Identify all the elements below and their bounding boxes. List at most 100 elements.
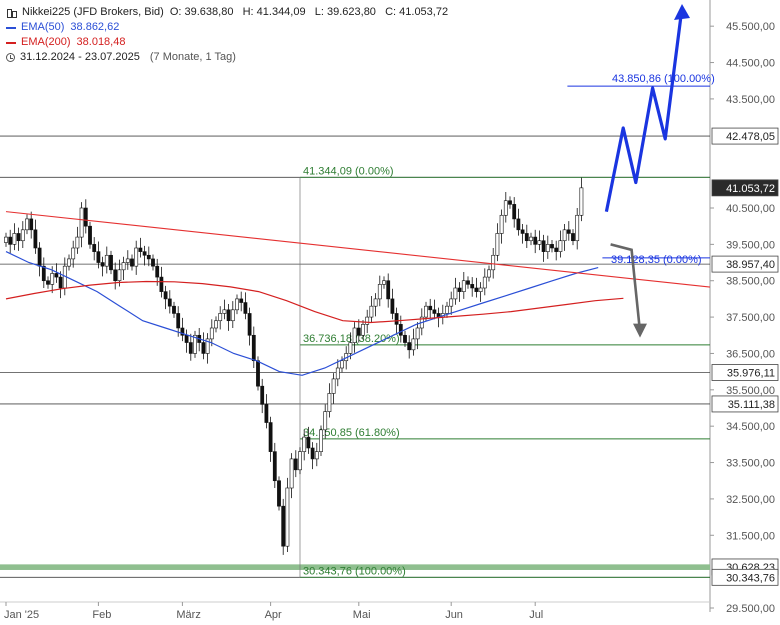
candle-body (466, 280, 470, 285)
candle-body (445, 305, 449, 314)
candle-body (113, 269, 118, 282)
candle-body (222, 309, 227, 314)
fib-label: 41.344,09 (0.00%) (303, 165, 394, 177)
y-tick-label: 43.500,00 (726, 94, 775, 106)
candle-body (461, 280, 466, 292)
candle-body (4, 236, 8, 243)
x-axis: Jan '25 Feb März Apr Mai Jun Jul (4, 602, 543, 621)
candlestick-icon (6, 8, 18, 18)
candle-body (566, 229, 571, 234)
candle-body (331, 378, 336, 394)
y-tick-label: 37.500,00 (726, 312, 775, 324)
projection-up-arrowhead (674, 4, 690, 20)
y-tick-label: 36.500,00 (726, 348, 775, 360)
price-label-box (711, 127, 779, 145)
x-tick-label: Apr (265, 609, 282, 621)
candle-body (142, 251, 147, 256)
candle-body (226, 309, 231, 322)
candle-body (314, 451, 319, 460)
candle-body (37, 247, 42, 267)
candle-body (537, 240, 542, 245)
candle-body (541, 240, 546, 252)
x-tick-label: März (176, 609, 200, 621)
candle-body (201, 342, 206, 354)
ema50-value: 38.862,62 (70, 21, 120, 33)
price-label: 35.976,11 (727, 368, 775, 380)
candle-body (50, 273, 55, 285)
date-range-detail: (7 Monate, 1 Tag) (149, 51, 236, 63)
candle-body (256, 360, 260, 387)
y-tick-label: 34.500,00 (726, 421, 775, 433)
candle-body (327, 393, 332, 412)
candle-body (289, 458, 294, 489)
candle-body (579, 187, 584, 216)
legend-ema200-row: EMA(200) 38.018,48 (6, 35, 448, 50)
candle-body (411, 338, 416, 351)
candle-body (46, 280, 50, 285)
candle-body (571, 233, 575, 242)
price-label-box (711, 568, 779, 586)
ema50-swatch (6, 26, 16, 29)
candle-body (562, 229, 567, 242)
price-label-box (711, 364, 779, 381)
candle-body (193, 334, 197, 354)
ohlc-values: O: 39.638,80 H: 41.344,09 L: 39.623,80 C… (169, 6, 449, 18)
candle-body (369, 305, 374, 318)
candle-body (529, 236, 533, 242)
ema200-swatch (6, 41, 16, 44)
candle-body (508, 200, 512, 205)
candle-body (306, 436, 311, 449)
price-label: 38.957,40 (726, 259, 775, 271)
projection-label: 39.128,35 (0.00%) (611, 254, 702, 266)
candle-body (424, 305, 428, 318)
candle-body (281, 505, 286, 547)
candle-body (554, 247, 559, 252)
candle-body (75, 236, 80, 249)
candle-body (16, 233, 21, 242)
y-tick-label: 35.500,00 (726, 385, 775, 397)
candle-body (29, 218, 34, 231)
candle-body (340, 360, 344, 369)
candle-body (247, 313, 252, 336)
candle-body (239, 298, 244, 303)
candle-body (12, 233, 17, 245)
projection-up-path (604, 7, 684, 212)
candle-body (524, 233, 529, 242)
date-range: 31.12.2024 - 23.07.2025 (20, 51, 140, 63)
candle-body (482, 276, 487, 289)
candle-body (155, 265, 160, 278)
x-tick-label: Jan '25 (4, 609, 39, 621)
y-tick-label: 39.500,00 (726, 239, 775, 251)
candle-body (125, 258, 130, 263)
candle-body (432, 309, 437, 314)
candle-body (209, 327, 214, 340)
candle-body (499, 214, 504, 234)
candle-body (495, 233, 500, 256)
candle-body (550, 244, 554, 249)
candle-body (365, 316, 370, 325)
candle-body (386, 280, 391, 300)
legend-symbol-row: Nikkei225 (JFD Brokers, Bid) O: 39.638,8… (6, 5, 448, 20)
candle-body (361, 324, 365, 336)
candle-body (356, 327, 361, 336)
candle-body (373, 298, 378, 307)
candle-body (54, 273, 59, 278)
candle-body (390, 298, 395, 314)
x-tick-label: Mai (353, 609, 371, 621)
projection-label: 43.850,86 (100.00%) (612, 73, 715, 85)
candle-body (403, 334, 407, 343)
candle-body (230, 309, 235, 322)
candle-body (20, 229, 25, 242)
candle-body (205, 338, 210, 354)
y-tick-label: 33.500,00 (726, 458, 775, 470)
candle-body (575, 214, 580, 242)
candle-body (96, 251, 101, 263)
candle-body (159, 276, 164, 292)
candle-body (491, 254, 496, 271)
candle-body (319, 429, 323, 452)
ema50-label: EMA(50) (21, 21, 65, 33)
candle-body (100, 262, 105, 267)
candle-body (167, 298, 172, 307)
projection-down-arrowhead (633, 323, 647, 338)
